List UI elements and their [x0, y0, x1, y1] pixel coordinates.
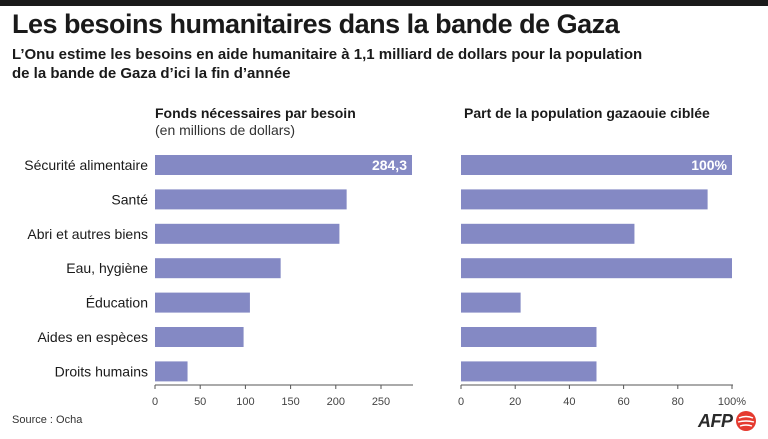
- chart-2-bar: [461, 361, 597, 382]
- chart-2-data-label: 100%: [691, 157, 727, 173]
- chart-2-title: Part de la population gazaouie ciblée: [464, 105, 710, 121]
- chart-2-bar: [461, 189, 708, 210]
- chart-1-tick-label: 100: [236, 396, 254, 408]
- chart-1-tick-label: 0: [152, 396, 158, 408]
- chart-1-bar: [155, 327, 244, 347]
- afp-logo: AFP: [698, 410, 757, 432]
- top-rule: [0, 0, 768, 6]
- chart-1-bar: [155, 258, 281, 279]
- chart-1-bar: [155, 292, 250, 313]
- category-label: Santé: [111, 191, 148, 207]
- chart-1-bar: [155, 361, 188, 382]
- source-note: Source : Ocha: [12, 414, 83, 426]
- category-label: Sécurité alimentaire: [24, 157, 148, 173]
- page-title: Les besoins humanitaires dans la bande d…: [12, 9, 620, 39]
- category-label: Aides en espèces: [37, 329, 148, 345]
- chart-1-tick-label: 150: [281, 396, 299, 408]
- chart-1-tick-label: 250: [372, 396, 390, 408]
- chart-2-bar: [461, 155, 732, 175]
- chart-1-tick-label: 200: [327, 396, 345, 408]
- page-subtitle: L’Onu estime les besoins en aide humanit…: [12, 46, 643, 82]
- category-label: Droits humains: [55, 363, 148, 379]
- chart-1-bar: [155, 223, 340, 244]
- chart-2-tick-label: 20: [509, 396, 521, 408]
- category-label: Abri et autres biens: [27, 226, 148, 242]
- chart-1-bar: [155, 155, 412, 175]
- chart-2-bar: [461, 292, 521, 313]
- chart-1-title: Fonds nécessaires par besoin: [155, 105, 356, 121]
- afp-globe-icon: [735, 411, 756, 431]
- chart-2-tick-label: 100%: [718, 396, 746, 408]
- chart-1-bar: [155, 189, 347, 210]
- category-label: Éducation: [86, 295, 148, 311]
- chart-1-data-label: 284,3: [372, 157, 407, 173]
- chart-2-tick-label: 80: [672, 396, 684, 408]
- chart-2-tick-label: 40: [563, 396, 575, 408]
- chart-2-bar: [461, 223, 635, 244]
- chart-1-tick-label: 50: [194, 396, 206, 408]
- chart-1-subtitle: (en millions de dollars): [155, 122, 296, 138]
- chart-2-tick-label: 0: [458, 396, 464, 408]
- chart-2-bar: [461, 258, 732, 279]
- chart-2-tick-label: 60: [617, 396, 629, 408]
- chart-2-bar: [461, 327, 597, 347]
- category-label: Eau, hygiène: [66, 260, 148, 276]
- afp-logo-text: AFP: [698, 410, 733, 431]
